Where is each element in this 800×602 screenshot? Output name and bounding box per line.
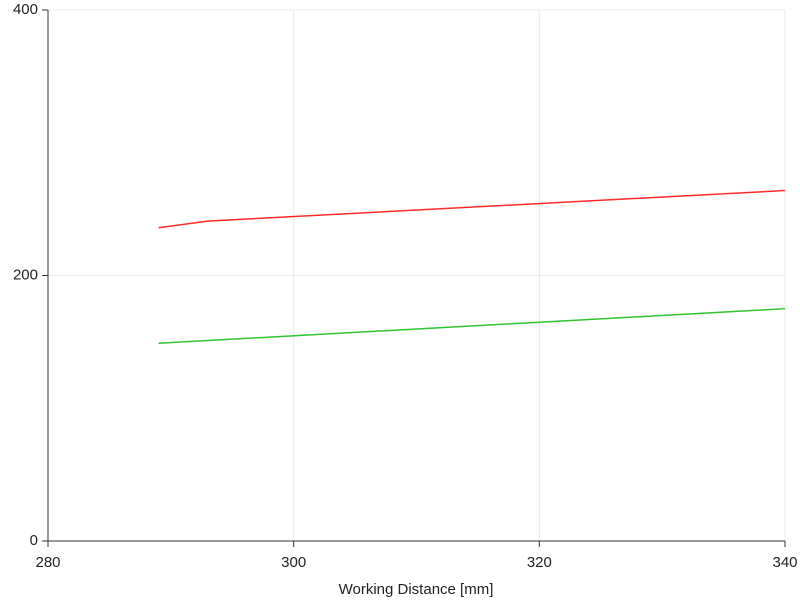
- x-tick-label: 320: [527, 554, 552, 571]
- y-tick-label: 400: [13, 1, 38, 18]
- x-tick-label: 300: [281, 554, 306, 571]
- x-axis-title: Working Distance [mm]: [339, 581, 494, 598]
- x-tick-label: 280: [35, 554, 60, 571]
- x-tick-label: 340: [772, 554, 797, 571]
- series-line: [158, 307, 786, 344]
- series-line: [158, 189, 786, 229]
- y-tick-label: 200: [13, 266, 38, 283]
- y-tick-label: 0: [30, 532, 38, 549]
